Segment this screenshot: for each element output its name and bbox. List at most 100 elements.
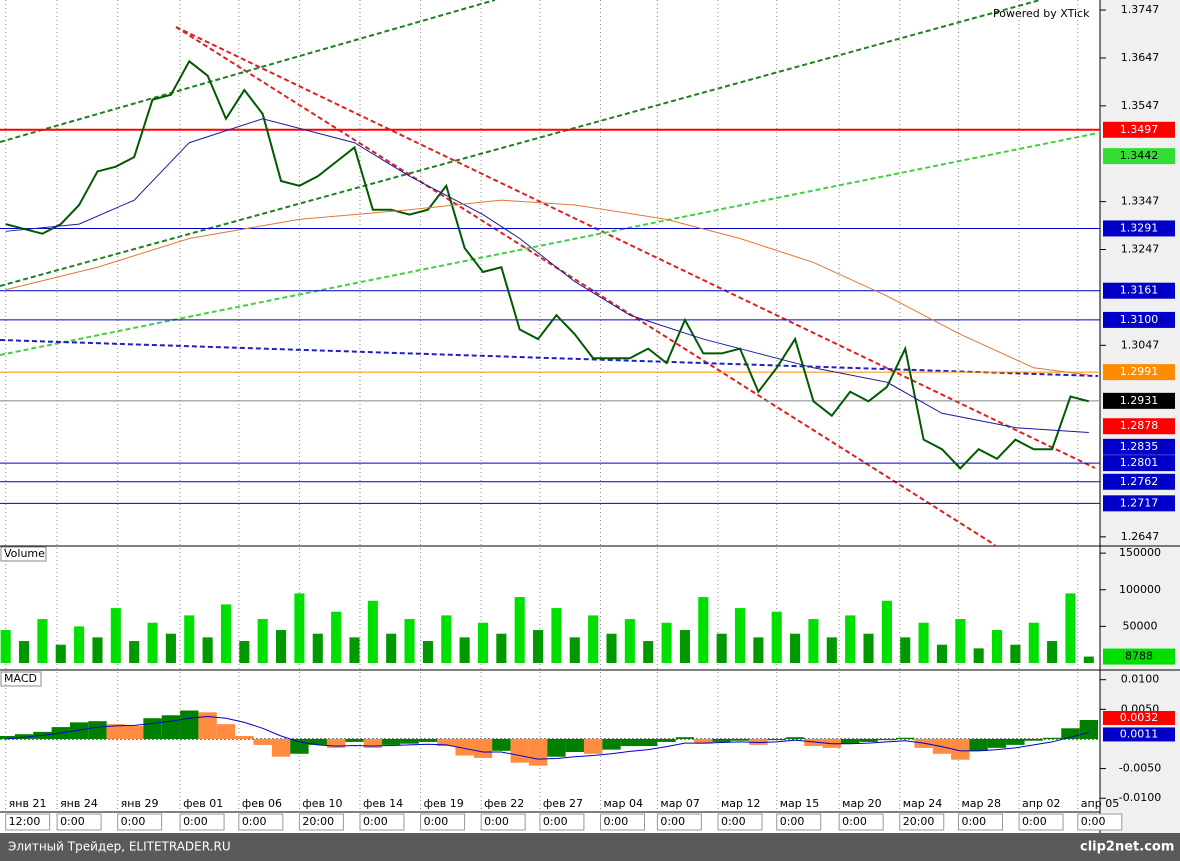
macd-bar bbox=[69, 722, 89, 739]
macd-bar bbox=[712, 738, 731, 742]
x-tick-time: 0:00 bbox=[242, 815, 267, 828]
volume-bar bbox=[569, 637, 580, 663]
macd-bar bbox=[804, 738, 823, 747]
macd-bar bbox=[363, 738, 383, 748]
y-tick-label: 1.3547 bbox=[1121, 99, 1160, 112]
x-tick-time: 0:00 bbox=[121, 815, 146, 828]
level-box bbox=[1103, 364, 1175, 381]
time-box bbox=[957, 813, 1003, 831]
x-tick-time: 0:00 bbox=[842, 815, 867, 828]
macd-bar bbox=[455, 738, 474, 756]
volume-bar bbox=[771, 611, 782, 663]
x-tick-time: 0:00 bbox=[60, 815, 85, 828]
volume-bar bbox=[496, 633, 507, 663]
macd-bar bbox=[528, 738, 548, 766]
level-box bbox=[1103, 148, 1175, 165]
macd-bar bbox=[382, 738, 401, 745]
volume-bar bbox=[1065, 593, 1076, 663]
panel-title: MACD bbox=[4, 672, 37, 685]
macd-bar bbox=[620, 738, 640, 747]
x-tick-label: мар 07 bbox=[660, 797, 700, 810]
volume-bar bbox=[1047, 641, 1058, 663]
time-box bbox=[359, 813, 405, 831]
x-tick-label: фев 22 bbox=[484, 797, 524, 810]
volume-bar bbox=[661, 622, 672, 663]
macd-bar bbox=[143, 718, 162, 739]
time-box bbox=[599, 813, 645, 831]
volume-bar bbox=[1010, 644, 1021, 663]
macd-bar bbox=[785, 737, 805, 739]
volume-bar bbox=[716, 633, 727, 663]
level-label: 1.2991 bbox=[1120, 365, 1159, 378]
volume-bar bbox=[588, 615, 599, 663]
volume-bar bbox=[331, 611, 342, 663]
macd-bar bbox=[235, 736, 254, 739]
macd-bar bbox=[437, 738, 456, 747]
time-box bbox=[1077, 813, 1123, 831]
macd-bar bbox=[1061, 728, 1080, 739]
x-tick-label: мар 20 bbox=[842, 797, 882, 810]
x-tick-label: янв 21 bbox=[9, 797, 47, 810]
macd-bar bbox=[345, 738, 364, 742]
macd-bar bbox=[473, 738, 493, 758]
volume-bar bbox=[74, 626, 85, 663]
macd-bar bbox=[1006, 738, 1025, 745]
volume-bar bbox=[92, 637, 103, 663]
volume-bar bbox=[1028, 622, 1039, 663]
y-tick-label: -0.0100 bbox=[1119, 791, 1161, 804]
volume-bar bbox=[257, 619, 268, 663]
level-label: 1.3161 bbox=[1120, 284, 1159, 297]
volume-bar bbox=[312, 633, 323, 663]
level-label: 1.3442 bbox=[1120, 149, 1159, 162]
macd-bar bbox=[106, 724, 126, 739]
x-tick-label: янв 29 bbox=[121, 797, 159, 810]
y-tick-label: 50000 bbox=[1123, 619, 1158, 632]
level-box bbox=[1103, 495, 1175, 512]
level-box bbox=[1103, 418, 1175, 435]
volume-bar bbox=[881, 600, 892, 663]
trend-lines bbox=[0, 0, 1099, 546]
y-tick-label: 1.3647 bbox=[1121, 51, 1160, 64]
x-tick-time: 0:00 bbox=[1022, 815, 1047, 828]
value-box bbox=[1103, 648, 1175, 665]
x-tick-label: фев 10 bbox=[302, 797, 342, 810]
time-box bbox=[899, 813, 945, 831]
x-tick-time: 20:00 bbox=[903, 815, 935, 828]
volume-bar bbox=[918, 622, 929, 663]
volume-bar bbox=[294, 593, 305, 663]
macd-bar bbox=[271, 738, 291, 757]
volume-bar bbox=[184, 615, 195, 663]
time-box bbox=[420, 813, 466, 831]
y-tick-label: 1.3047 bbox=[1121, 338, 1160, 351]
macd-bar bbox=[969, 738, 988, 751]
x-tick-time: 12:00 bbox=[9, 815, 41, 828]
y-tick-label: 1.3747 bbox=[1121, 3, 1160, 16]
y-tick-label: 1.2647 bbox=[1121, 530, 1160, 543]
level-box bbox=[1103, 220, 1175, 237]
x-tick-time: 0:00 bbox=[183, 815, 208, 828]
macd-bar bbox=[639, 738, 658, 747]
level-box bbox=[1103, 455, 1175, 472]
x-tick-label: фев 19 bbox=[424, 797, 464, 810]
level-label: 1.2931 bbox=[1120, 394, 1159, 407]
volume-bar bbox=[973, 648, 984, 663]
macd-bar bbox=[0, 736, 15, 739]
x-tick-time: 0:00 bbox=[363, 815, 388, 828]
y-tick-label: -0.0050 bbox=[1119, 762, 1161, 775]
time-box bbox=[480, 813, 526, 831]
volume-bar bbox=[955, 619, 966, 663]
volume-bar bbox=[624, 619, 635, 663]
volume-bar bbox=[900, 637, 911, 663]
macd-bar bbox=[896, 737, 915, 739]
macd-bar bbox=[1024, 738, 1043, 741]
x-tick-time: 20:00 bbox=[302, 815, 334, 828]
level-label: 1.2762 bbox=[1120, 475, 1159, 488]
volume-bar bbox=[826, 637, 837, 663]
macd-bar bbox=[308, 738, 327, 745]
volume-bar bbox=[55, 644, 66, 663]
level-box bbox=[1103, 438, 1175, 455]
volume-bar bbox=[147, 622, 158, 663]
macd-bar bbox=[88, 721, 107, 739]
value-label: 0.0032 bbox=[1120, 711, 1159, 724]
volume-bar bbox=[753, 637, 764, 663]
